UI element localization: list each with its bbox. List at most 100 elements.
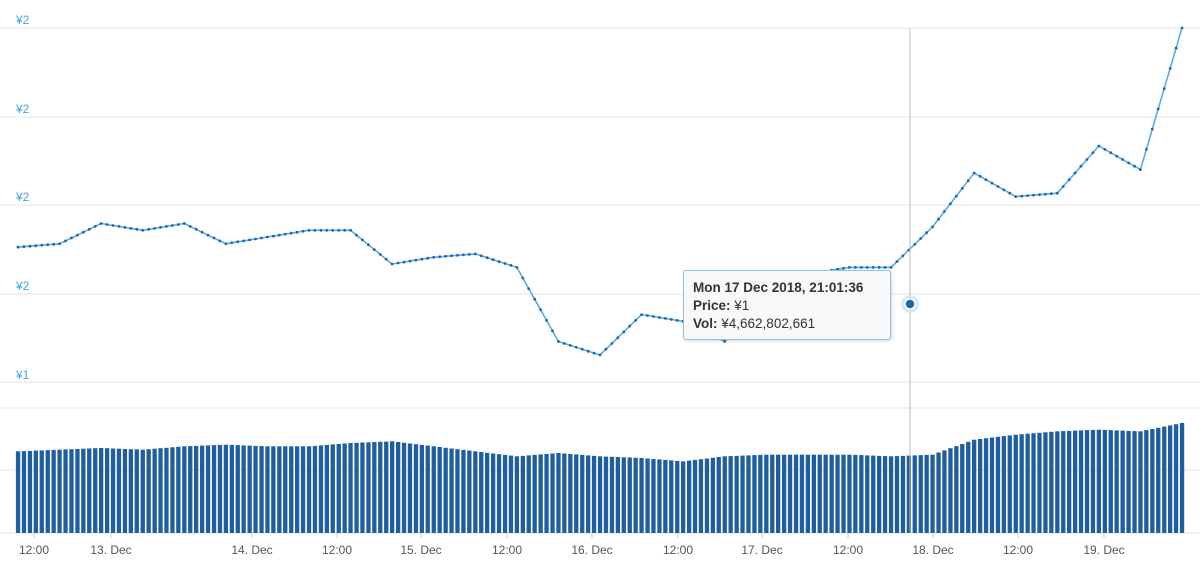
price-point (1145, 148, 1148, 151)
price-point (402, 260, 406, 264)
y-tick-label: ¥1 (15, 368, 30, 382)
price-point (218, 239, 222, 243)
price-point (1150, 127, 1154, 131)
volume-bar (1078, 430, 1084, 533)
volume-bar (823, 454, 828, 533)
price-point (212, 236, 216, 240)
price-point (568, 344, 572, 347)
price-point (616, 336, 620, 340)
volume-bar (354, 442, 359, 533)
volume-bar (568, 454, 573, 533)
volume-bar (562, 453, 567, 533)
volume-bar (57, 449, 62, 533)
volume-bar (63, 449, 68, 533)
volume-bar (1138, 431, 1143, 533)
volume-bar (758, 454, 763, 533)
volume-bar (461, 449, 466, 533)
volume-bar (1173, 424, 1179, 533)
volume-bar (348, 443, 353, 533)
volume-bar (99, 448, 104, 533)
price-point (586, 349, 590, 353)
price-point (473, 252, 477, 256)
volume-bar (384, 441, 389, 533)
price-point (889, 266, 893, 269)
volume-bar (639, 458, 644, 533)
x-tick-label: 12:00 (1003, 543, 1033, 557)
hover-point (904, 298, 916, 310)
price-point (87, 227, 91, 231)
x-tick-label: 12:00 (663, 543, 693, 557)
price-point (194, 227, 198, 231)
price-point (28, 244, 32, 248)
price-point (1156, 107, 1160, 111)
volume-bar (556, 453, 561, 533)
price-point (1002, 188, 1006, 192)
price-point (188, 225, 192, 228)
price-point (378, 253, 382, 256)
price-point (147, 227, 151, 231)
price-point (289, 231, 293, 235)
price-point (1079, 164, 1083, 168)
price-point (426, 256, 430, 260)
volume-bar (205, 445, 211, 533)
price-point (200, 230, 204, 234)
volume-bar (271, 446, 276, 533)
volume-bar (140, 449, 145, 533)
price-point (978, 174, 982, 178)
price-point (1055, 191, 1059, 195)
price-point (628, 324, 632, 328)
volume-bar (122, 449, 128, 533)
price-point (349, 228, 352, 232)
price-point (1127, 161, 1130, 165)
volume-bar (1013, 434, 1018, 533)
price-point (266, 235, 269, 239)
x-tick-label: 14. Dec (231, 543, 272, 557)
volume-bar (793, 454, 799, 533)
price-point (877, 266, 881, 269)
price-point (640, 313, 643, 316)
volume-bar (1126, 430, 1131, 533)
volume-bar (995, 436, 1001, 533)
volume-bar (306, 446, 312, 533)
volume-bar (425, 445, 430, 533)
tooltip-vol-row: Vol: ¥4,662,802,661 (693, 315, 881, 333)
volume-bar (330, 444, 335, 533)
volume-bar (544, 454, 549, 533)
price-point (960, 187, 964, 190)
volume-bar (1019, 434, 1024, 533)
volume-bar (116, 448, 122, 533)
volume-bar (241, 445, 246, 533)
volume-bar (603, 456, 609, 533)
volume-bar (687, 460, 692, 533)
price-point (325, 228, 329, 232)
volume-bar (514, 456, 519, 533)
volume-bar (657, 459, 662, 533)
price-point (984, 178, 988, 182)
price-point (1139, 168, 1142, 172)
volume-bars (15, 423, 1185, 533)
volume-bar (360, 442, 365, 533)
price-point (925, 231, 928, 235)
volume-bar (752, 455, 757, 533)
volume-bar (366, 442, 371, 533)
volume-bar (538, 454, 543, 533)
price-point (283, 232, 287, 236)
price-point (313, 228, 317, 232)
price-point (1168, 67, 1172, 70)
price-point (527, 287, 531, 290)
volume-bar (805, 454, 810, 533)
volume-bar (740, 455, 745, 533)
volume-bar (253, 445, 258, 533)
volume-bar (978, 439, 983, 533)
price-point (444, 254, 447, 258)
volume-bar (764, 454, 769, 533)
tooltip-price-row: Price: ¥1 (693, 297, 881, 315)
volume-bar (681, 461, 686, 533)
price-point (913, 242, 917, 246)
price-point (848, 266, 851, 269)
volume-bar (894, 456, 900, 533)
volume-bar (277, 446, 282, 533)
volume-bar (787, 454, 793, 533)
volume-bar (1055, 431, 1060, 533)
price-point (1008, 191, 1012, 195)
